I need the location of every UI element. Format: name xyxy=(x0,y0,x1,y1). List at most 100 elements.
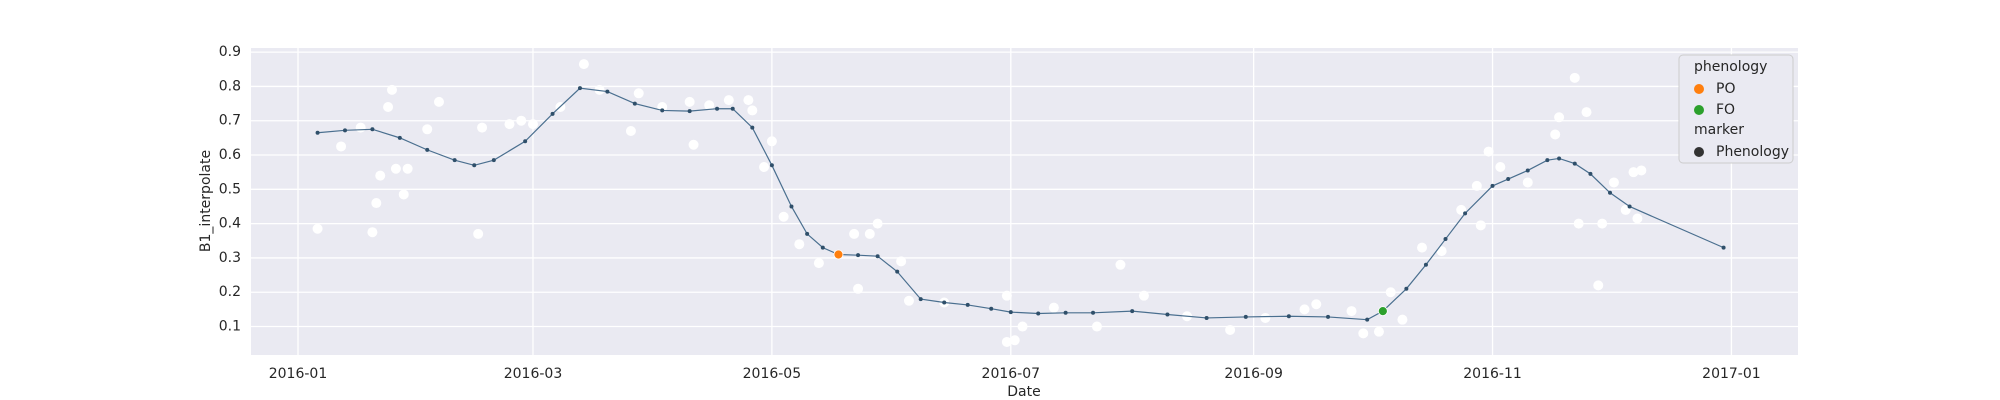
interpolated-point xyxy=(820,245,825,250)
raw-point xyxy=(1471,180,1482,191)
raw-point xyxy=(594,84,605,95)
x-tick-label: 2017-01 xyxy=(1702,366,1761,382)
raw-point xyxy=(1260,312,1271,323)
raw-point xyxy=(853,283,864,294)
raw-point xyxy=(578,59,589,70)
raw-point xyxy=(1385,287,1396,298)
interpolated-point xyxy=(1204,315,1209,320)
raw-point xyxy=(759,162,770,173)
interpolated-point xyxy=(1404,286,1409,291)
raw-point xyxy=(386,84,397,95)
raw-point xyxy=(1436,246,1447,257)
raw-point xyxy=(1048,302,1059,313)
interpolated-point xyxy=(1557,156,1562,161)
raw-point xyxy=(794,239,805,250)
interpolated-point xyxy=(1545,158,1550,163)
interpolated-point xyxy=(805,231,810,236)
interpolated-point xyxy=(397,135,402,140)
interpolated-line xyxy=(317,87,1724,321)
interpolated-point xyxy=(1525,168,1530,173)
raw-point xyxy=(1311,299,1322,310)
y-tick-label: 0.4 xyxy=(219,216,241,232)
interpolated-point xyxy=(1490,183,1495,188)
interpolated-point xyxy=(789,204,794,209)
interpolated-point xyxy=(942,300,947,305)
interpolated-point xyxy=(715,106,720,111)
raw-point xyxy=(1495,162,1506,173)
raw-point xyxy=(872,218,883,229)
x-tick-label: 2016-07 xyxy=(982,366,1041,382)
raw-point xyxy=(1483,146,1494,157)
raw-point xyxy=(473,228,484,239)
y-tick-label: 0.9 xyxy=(219,44,241,60)
legend-label: PO xyxy=(1716,81,1735,97)
raw-point xyxy=(704,100,715,111)
raw-point xyxy=(1001,290,1012,301)
raw-point xyxy=(336,141,347,152)
raw-point xyxy=(367,227,378,238)
y-tick-label: 0.1 xyxy=(219,319,241,335)
raw-point xyxy=(1346,306,1357,317)
raw-point xyxy=(1522,177,1533,188)
raw-point xyxy=(375,170,386,181)
interpolated-point xyxy=(1463,211,1468,216)
interpolated-point xyxy=(1243,314,1248,319)
raw-point xyxy=(402,163,413,174)
raw-point xyxy=(1417,242,1428,253)
interpolated-point xyxy=(1443,237,1448,242)
raw-point xyxy=(1115,259,1126,270)
interpolated-point xyxy=(491,158,496,163)
raw-point xyxy=(633,88,644,99)
interpolated-point xyxy=(1588,171,1593,176)
raw-point xyxy=(433,96,444,107)
interpolated-point xyxy=(1165,312,1170,317)
raw-point xyxy=(1358,328,1369,339)
raw-point xyxy=(371,198,382,209)
raw-point xyxy=(1091,321,1102,332)
legend-label: FO xyxy=(1716,102,1735,118)
legend-label: Phenology xyxy=(1716,144,1789,160)
interpolated-point xyxy=(632,101,637,106)
y-tick-label: 0.8 xyxy=(219,78,241,94)
raw-point xyxy=(1554,112,1565,123)
interpolated-point xyxy=(687,109,692,114)
interpolated-point xyxy=(1091,310,1096,315)
interpolated-point xyxy=(1365,317,1370,322)
interpolated-point xyxy=(1036,311,1041,316)
raw-point xyxy=(1593,280,1604,291)
interpolated-point xyxy=(875,254,880,259)
raw-point xyxy=(625,126,636,137)
interpolated-point xyxy=(1063,310,1068,315)
interpolated-point xyxy=(452,158,457,163)
interpolated-point xyxy=(1572,161,1577,166)
raw-point xyxy=(504,119,515,130)
raw-point xyxy=(1628,167,1639,178)
legend-swatch xyxy=(1694,105,1704,115)
raw-point xyxy=(527,119,538,130)
x-tick-label: 2016-11 xyxy=(1463,366,1522,382)
interpolated-point xyxy=(370,127,375,132)
legend-title: phenology xyxy=(1694,59,1767,75)
y-tick-label: 0.5 xyxy=(219,181,241,197)
interpolated-point xyxy=(660,108,665,113)
interpolated-point xyxy=(550,111,555,116)
interpolated-point xyxy=(989,306,994,311)
interpolated-point xyxy=(425,147,430,152)
raw-point xyxy=(516,115,527,126)
raw-point xyxy=(477,122,488,133)
raw-point xyxy=(864,228,875,239)
y-tick-label: 0.6 xyxy=(219,147,241,163)
raw-point xyxy=(1475,220,1486,231)
interpolated-point xyxy=(1506,177,1511,182)
y-tick-label: 0.7 xyxy=(219,113,241,129)
interpolated-point xyxy=(895,269,900,274)
raw-point xyxy=(1017,321,1028,332)
y-tick-label: 0.2 xyxy=(219,284,241,300)
raw-point xyxy=(743,95,754,106)
raw-point xyxy=(1138,290,1149,301)
raw-point xyxy=(1550,129,1561,140)
raw-point xyxy=(1608,177,1619,188)
interpolated-point xyxy=(1326,314,1331,319)
interpolated-point xyxy=(856,253,861,258)
